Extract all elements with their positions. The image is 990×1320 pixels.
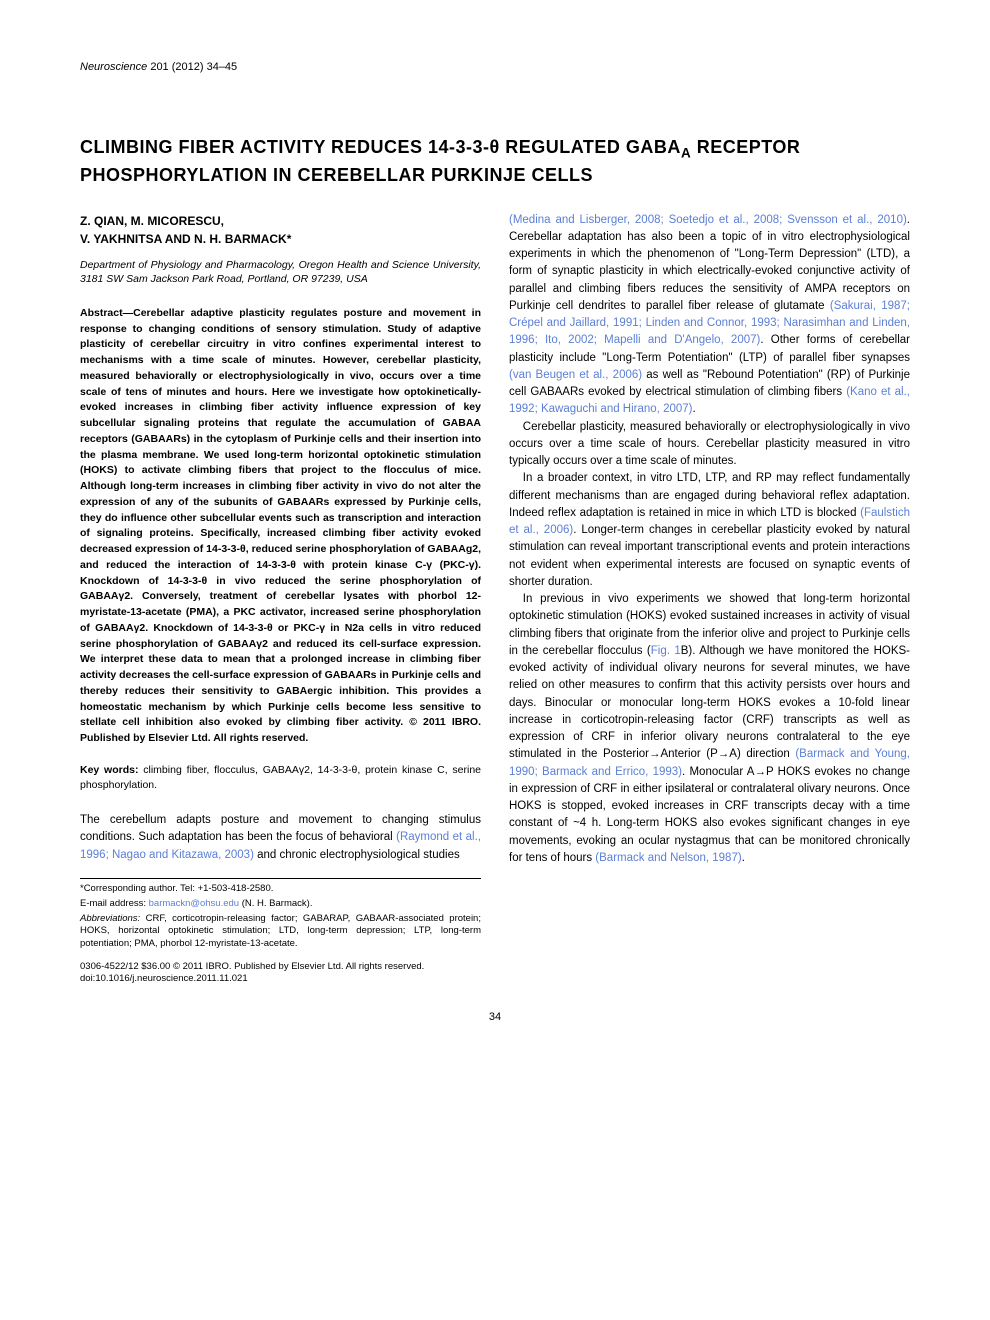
abbreviations: Abbreviations: CRF, corticotropin-releas… <box>80 913 481 951</box>
corresponding-author: *Corresponding author. Tel: +1-503-418-2… <box>80 883 481 896</box>
doi-line: doi:10.1016/j.neuroscience.2011.11.021 <box>80 973 481 985</box>
copyright-line: 0306-4522/12 $36.00 © 2011 IBRO. Publish… <box>80 961 481 973</box>
citation-link[interactable]: (van Beugen et al., 2006) <box>509 369 642 381</box>
email-link[interactable]: barmackn@ohsu.edu <box>149 898 239 909</box>
left-column: Z. QIAN, M. MICORESCU, V. YAKHNITSA AND … <box>80 212 481 986</box>
footnotes: *Corresponding author. Tel: +1-503-418-2… <box>80 878 481 951</box>
abstract-text: Cerebellar adaptive plasticity regulates… <box>80 307 481 744</box>
journal-reference: Neuroscience 201 (2012) 34–45 <box>80 60 910 75</box>
abstract: Abstract—Cerebellar adaptive plasticity … <box>80 306 481 747</box>
page-number: 34 <box>80 1010 910 1025</box>
journal-volume-pages: 201 (2012) 34–45 <box>147 61 237 73</box>
author-list: Z. QIAN, M. MICORESCU, V. YAKHNITSA AND … <box>80 212 481 248</box>
two-column-layout: Z. QIAN, M. MICORESCU, V. YAKHNITSA AND … <box>80 212 910 986</box>
article-title: CLIMBING FIBER ACTIVITY REDUCES 14-3-3-θ… <box>80 135 910 187</box>
intro-paragraph-1: The cerebellum adapts posture and moveme… <box>80 812 481 864</box>
copyright-block: 0306-4522/12 $36.00 © 2011 IBRO. Publish… <box>80 961 481 986</box>
email-line: E-mail address: barmackn@ohsu.edu (N. H.… <box>80 898 481 911</box>
affiliation: Department of Physiology and Pharmacolog… <box>80 258 481 286</box>
body-paragraph: In a broader context, in vitro LTD, LTP,… <box>509 470 910 591</box>
journal-name: Neuroscience <box>80 61 147 73</box>
body-paragraph: Cerebellar plasticity, measured behavior… <box>509 419 910 471</box>
abstract-label: Abstract— <box>80 307 133 319</box>
body-paragraph: (Medina and Lisberger, 2008; Soetedjo et… <box>509 212 910 419</box>
figure-link[interactable]: Fig. 1 <box>651 645 681 657</box>
right-column: (Medina and Lisberger, 2008; Soetedjo et… <box>509 212 910 986</box>
keywords-label: Key words: <box>80 764 143 776</box>
citation-link[interactable]: (Barmack and Nelson, 1987) <box>595 852 741 864</box>
body-paragraph: In previous in vivo experiments we showe… <box>509 591 910 867</box>
citation-link[interactable]: (Medina and Lisberger, 2008; Soetedjo et… <box>509 214 907 226</box>
keywords: Key words: climbing fiber, flocculus, GA… <box>80 763 481 792</box>
